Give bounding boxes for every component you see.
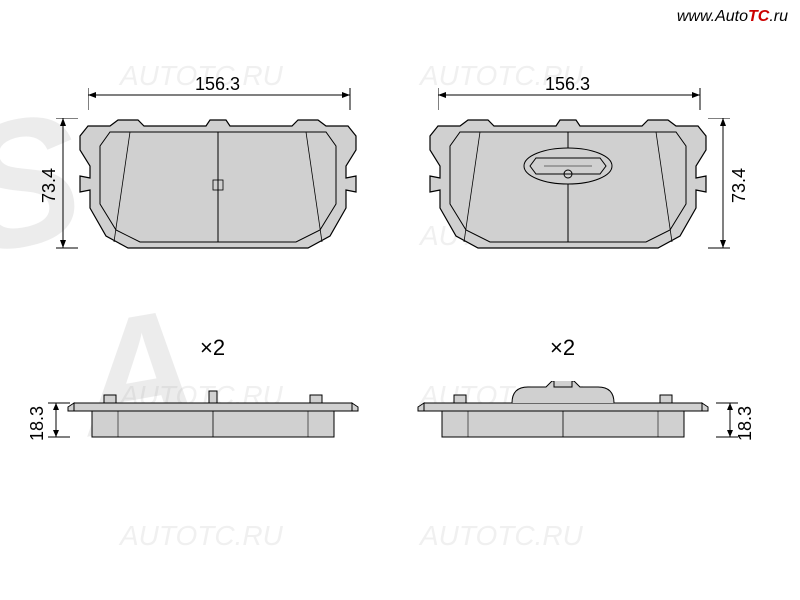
height-label-left: 73.4 <box>39 168 60 203</box>
pad-left-side-shape <box>66 381 366 471</box>
site-url-accent: TC <box>748 8 769 25</box>
watermark-text-7: AUTOTC.RU <box>120 520 283 552</box>
thick-label-right: 18.3 <box>735 406 756 441</box>
pad-left-front: 156.3 73.4 <box>70 80 370 300</box>
qty-label-right: ×2 <box>550 335 575 361</box>
pad-right-front: 156.3 73.4 <box>420 80 740 300</box>
height-label-right: 73.4 <box>729 168 750 203</box>
site-url-prefix: www. <box>677 8 715 25</box>
width-label-right: 156.3 <box>545 74 590 95</box>
pad-right-shape <box>428 118 718 278</box>
width-label-left: 156.3 <box>195 74 240 95</box>
pad-left-side: 18.3 <box>60 375 370 495</box>
pad-left-shape <box>78 118 368 278</box>
site-url: www.AutoTC.ru <box>677 8 788 26</box>
watermark-text-8: AUTOTC.RU <box>420 520 583 552</box>
qty-label-left: ×2 <box>200 335 225 361</box>
site-url-main: Auto <box>715 8 748 25</box>
site-url-suffix: .ru <box>769 8 788 25</box>
dim-line-height-left <box>48 118 78 298</box>
pad-right-side: 18.3 <box>410 375 740 495</box>
pad-right-side-shape <box>416 381 716 471</box>
thick-label-left: 18.3 <box>27 406 48 441</box>
